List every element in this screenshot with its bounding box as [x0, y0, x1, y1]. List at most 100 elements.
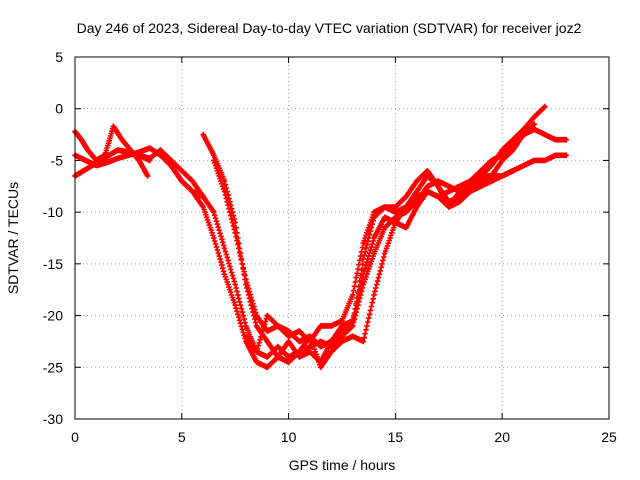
data-point	[425, 189, 430, 194]
data-point	[244, 324, 248, 328]
point-markers	[114, 103, 548, 360]
data-point	[287, 329, 291, 333]
y-tick-label: -5	[51, 152, 64, 168]
data-point	[297, 350, 301, 354]
data-point	[276, 345, 280, 349]
series-track-4	[114, 103, 548, 360]
data-point	[361, 257, 365, 261]
data-point	[393, 205, 397, 209]
data-point	[94, 158, 98, 163]
data-point	[287, 334, 291, 338]
data-point	[500, 158, 504, 163]
data-point	[532, 122, 536, 126]
data-point	[479, 179, 483, 183]
data-point	[297, 339, 301, 344]
data-point	[265, 339, 269, 344]
data-point	[393, 220, 397, 225]
data-point	[340, 339, 344, 344]
data-point	[511, 138, 515, 142]
y-tick-label: -25	[43, 359, 63, 375]
data-point	[340, 334, 344, 338]
data-point	[120, 138, 124, 142]
data-point	[287, 355, 291, 359]
x-tick-label: 20	[494, 429, 510, 445]
data-point	[383, 251, 387, 256]
data-point	[511, 169, 515, 173]
data-point	[383, 205, 387, 209]
data-point	[265, 355, 269, 359]
data-point	[404, 226, 408, 230]
point-markers	[243, 168, 516, 371]
data-point	[447, 189, 451, 194]
data-point	[148, 156, 152, 160]
y-tick-label: -20	[43, 308, 63, 324]
data-point	[489, 179, 494, 183]
data-point	[86, 148, 90, 152]
data-point	[329, 350, 333, 354]
data-point	[564, 153, 568, 157]
data-point	[329, 339, 333, 344]
data-point	[222, 246, 227, 250]
data-point	[79, 138, 84, 142]
data-point	[532, 158, 536, 163]
data-point	[543, 158, 547, 163]
data-point	[415, 179, 419, 183]
data-point	[372, 236, 376, 240]
data-point	[212, 210, 216, 214]
grid-lines	[75, 57, 609, 419]
data-point	[457, 200, 462, 204]
data-point	[212, 153, 216, 157]
y-axis-label: SDTVAR / TECUs	[5, 182, 21, 294]
data-point	[190, 189, 195, 194]
y-tick-label: -10	[43, 204, 63, 220]
data-point	[479, 169, 483, 173]
data-point	[107, 153, 111, 157]
data-point	[116, 148, 120, 152]
data-point	[361, 339, 365, 344]
data-point	[308, 345, 312, 349]
data-point	[84, 158, 88, 163]
data-point	[425, 184, 430, 188]
data-point	[489, 158, 494, 163]
data-point	[276, 355, 280, 359]
chart-title: Day 246 of 2023, Sidereal Day-to-day VTE…	[77, 20, 582, 36]
data-point	[372, 251, 376, 256]
data-point	[319, 365, 323, 369]
data-point	[372, 210, 376, 214]
data-point	[489, 174, 494, 178]
data-point	[105, 160, 109, 165]
data-point	[532, 127, 536, 131]
data-point	[543, 132, 547, 137]
y-tick-label: -30	[43, 411, 63, 427]
data-point	[212, 158, 216, 163]
data-point	[489, 164, 494, 168]
data-point	[383, 226, 387, 230]
data-point	[201, 205, 205, 209]
data-point	[351, 334, 355, 338]
data-point	[265, 313, 269, 318]
data-point	[479, 184, 483, 188]
data-point	[415, 189, 419, 194]
data-point	[319, 324, 323, 328]
data-point	[137, 153, 141, 157]
data-point	[500, 174, 504, 178]
data-point	[254, 350, 259, 354]
data-point	[351, 324, 355, 328]
data-point	[554, 138, 558, 142]
data-point	[511, 148, 515, 152]
data-point	[319, 345, 323, 349]
data-point	[436, 195, 440, 199]
data-point	[564, 138, 568, 142]
data-point	[447, 205, 451, 209]
data-point	[265, 329, 269, 333]
data-point	[308, 350, 312, 354]
y-axis-ticks: -30 -25 -20 -15 -10 -5 0 5	[43, 49, 609, 427]
data-point	[308, 334, 312, 338]
data-point	[233, 303, 237, 307]
x-axis-label: GPS time / hours	[289, 457, 396, 473]
data-point	[126, 150, 130, 154]
data-point	[415, 205, 419, 209]
data-point	[276, 324, 280, 328]
data-point	[158, 148, 163, 152]
data-point	[404, 195, 408, 199]
